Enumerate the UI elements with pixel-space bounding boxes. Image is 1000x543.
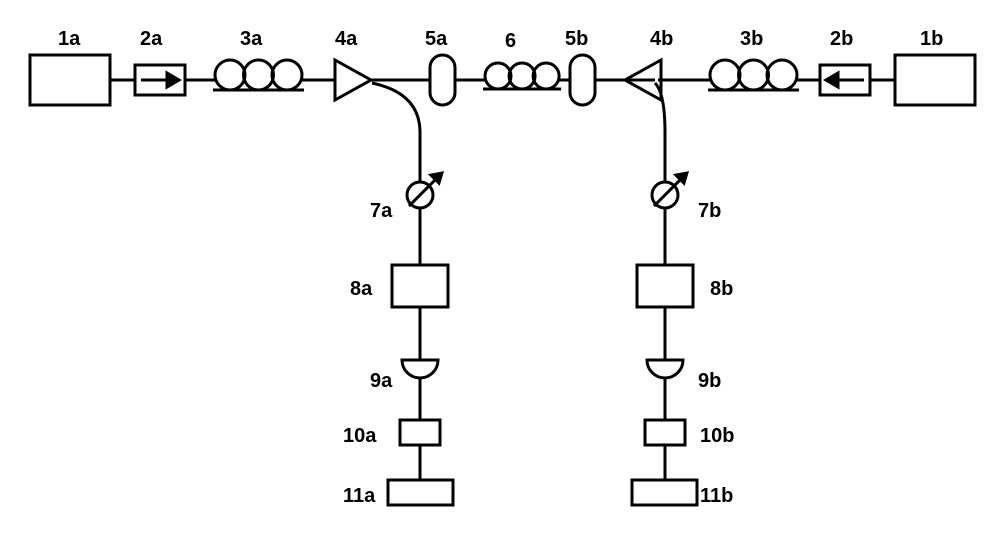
node-label-10b: 10b bbox=[700, 425, 734, 448]
node-label-11a: 11a bbox=[343, 485, 375, 508]
node-label-10a: 10a bbox=[343, 425, 376, 448]
node-label-9b: 9b bbox=[698, 370, 721, 393]
node-label-7a: 7a bbox=[370, 200, 392, 223]
node-label-8b: 8b bbox=[710, 278, 733, 301]
node-label-5a: 5a bbox=[425, 28, 447, 51]
node-label-1b: 1b bbox=[920, 28, 943, 51]
node-label-9a: 9a bbox=[370, 370, 392, 393]
node-label-1a: 1a bbox=[58, 28, 80, 51]
node-label-5b: 5b bbox=[565, 28, 588, 51]
node-label-4a: 4a bbox=[335, 28, 357, 51]
node-label-7b: 7b bbox=[698, 200, 721, 223]
node-label-6: 6 bbox=[505, 30, 516, 53]
node-label-11b: 11b bbox=[700, 485, 733, 508]
node-label-2b: 2b bbox=[830, 28, 853, 51]
node-label-3a: 3a bbox=[240, 28, 262, 51]
optical-diagram bbox=[0, 0, 1000, 543]
node-label-2a: 2a bbox=[140, 28, 162, 51]
node-label-4b: 4b bbox=[650, 28, 673, 51]
node-label-8a: 8a bbox=[350, 278, 372, 301]
node-label-3b: 3b bbox=[740, 28, 763, 51]
